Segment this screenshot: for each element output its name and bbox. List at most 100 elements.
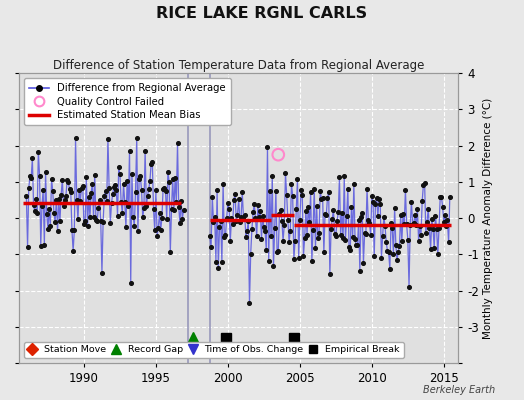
Point xyxy=(393,257,401,264)
Point xyxy=(267,233,275,240)
Point xyxy=(34,148,42,155)
Point xyxy=(24,243,32,250)
Point xyxy=(398,238,406,244)
Point xyxy=(442,223,451,230)
Point xyxy=(298,192,307,198)
Point xyxy=(178,216,187,222)
Point xyxy=(315,230,323,236)
Point xyxy=(141,148,149,154)
Point xyxy=(299,252,308,259)
Legend: Station Move, Record Gap, Time of Obs. Change, Empirical Break: Station Move, Record Gap, Time of Obs. C… xyxy=(24,342,403,358)
Point xyxy=(320,249,328,255)
Point xyxy=(437,194,445,200)
Point xyxy=(309,226,317,233)
Point xyxy=(248,226,256,233)
Point xyxy=(238,189,246,196)
Point xyxy=(95,197,104,203)
Y-axis label: Monthly Temperature Anomaly Difference (°C): Monthly Temperature Anomaly Difference (… xyxy=(483,98,493,339)
Point xyxy=(419,182,428,188)
Point xyxy=(400,221,408,228)
Point xyxy=(402,221,411,228)
Point xyxy=(33,210,41,216)
Point xyxy=(140,205,148,211)
Point xyxy=(29,202,38,209)
Point xyxy=(94,205,103,212)
Point xyxy=(152,187,160,194)
Point xyxy=(76,197,84,204)
Point xyxy=(291,238,299,244)
Point xyxy=(79,183,87,190)
Point xyxy=(269,263,278,270)
Point xyxy=(115,164,123,170)
Point xyxy=(321,210,329,217)
Point xyxy=(104,136,112,142)
Point xyxy=(70,227,79,233)
Point xyxy=(165,178,173,185)
Point xyxy=(245,300,254,306)
Point xyxy=(224,200,232,206)
Point xyxy=(403,236,412,243)
Point xyxy=(297,187,305,193)
Point xyxy=(82,173,91,180)
Point xyxy=(134,228,142,234)
Point xyxy=(386,266,394,272)
Point xyxy=(323,195,332,202)
Point xyxy=(42,211,51,217)
Point xyxy=(327,226,335,233)
Point xyxy=(171,174,179,181)
Point xyxy=(401,186,410,193)
Point xyxy=(271,188,280,194)
Point xyxy=(145,186,153,192)
Point xyxy=(282,192,291,198)
Point xyxy=(160,185,169,192)
Point xyxy=(322,212,331,219)
Point xyxy=(211,214,219,220)
Point xyxy=(111,182,119,188)
Point xyxy=(261,228,269,234)
Point xyxy=(439,204,447,210)
Point xyxy=(87,190,95,196)
Point xyxy=(153,233,161,239)
Point xyxy=(106,219,115,226)
Point xyxy=(365,220,374,226)
Point xyxy=(364,217,373,224)
Point xyxy=(316,188,324,194)
Point xyxy=(425,225,434,231)
Point xyxy=(56,218,64,224)
Point xyxy=(130,223,138,229)
Point xyxy=(356,268,364,274)
Point xyxy=(158,214,166,221)
Point xyxy=(135,176,144,182)
Point xyxy=(124,202,133,209)
Point xyxy=(207,243,215,250)
Point xyxy=(25,185,33,191)
Point xyxy=(314,235,322,242)
Point xyxy=(177,198,185,204)
Point xyxy=(154,225,162,231)
Point xyxy=(83,223,92,229)
Point xyxy=(258,213,267,220)
Point xyxy=(78,185,86,191)
Point xyxy=(249,209,257,216)
Point xyxy=(91,172,99,178)
Point xyxy=(88,181,96,187)
Point xyxy=(431,212,440,219)
Point xyxy=(81,218,89,224)
Point xyxy=(225,206,233,212)
Point xyxy=(370,253,378,260)
Point xyxy=(260,224,268,230)
Point xyxy=(424,206,432,212)
Point xyxy=(253,233,261,239)
Point xyxy=(98,269,106,276)
Point xyxy=(208,194,216,200)
Text: RICE LAKE RGNL CARLS: RICE LAKE RGNL CARLS xyxy=(157,6,367,21)
Point xyxy=(362,230,370,237)
Point xyxy=(388,225,397,232)
Point xyxy=(212,258,220,265)
Point xyxy=(32,196,40,202)
Point xyxy=(38,203,46,209)
Point xyxy=(244,218,253,224)
Point xyxy=(383,248,391,254)
Point xyxy=(100,193,108,199)
Point xyxy=(358,209,366,216)
